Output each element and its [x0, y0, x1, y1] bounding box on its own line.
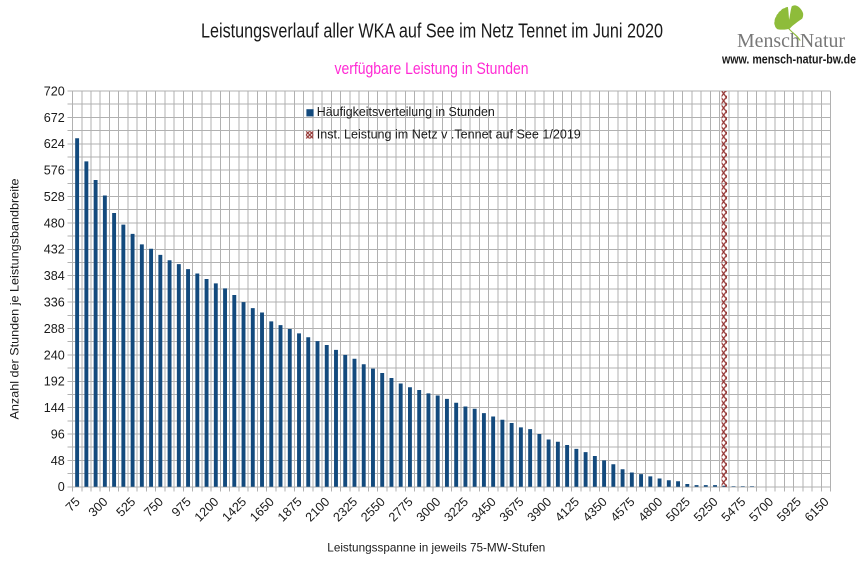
- svg-text:Inst. Leistung im Netz v .Tenn: Inst. Leistung im Netz v .Tennet auf See…: [317, 127, 581, 142]
- svg-text:432: 432: [44, 243, 65, 257]
- svg-text:300: 300: [86, 495, 111, 520]
- svg-text:75: 75: [63, 495, 83, 515]
- svg-text:MenschNatur: MenschNatur: [737, 31, 846, 52]
- svg-text:1425: 1425: [220, 495, 250, 525]
- svg-text:4575: 4575: [608, 495, 638, 525]
- svg-text:4125: 4125: [552, 495, 582, 525]
- svg-text:720: 720: [44, 84, 65, 98]
- svg-text:96: 96: [51, 427, 65, 441]
- svg-text:2775: 2775: [386, 495, 416, 525]
- svg-text:4350: 4350: [580, 495, 610, 525]
- svg-text:Leistungsspanne in jeweils 75-: Leistungsspanne in jeweils 75-MW-Stufen: [327, 541, 545, 555]
- svg-text:0: 0: [58, 480, 65, 494]
- svg-text:336: 336: [44, 295, 65, 309]
- svg-text:2550: 2550: [358, 495, 388, 525]
- svg-text:192: 192: [44, 375, 65, 389]
- svg-text:528: 528: [44, 190, 65, 204]
- svg-text:3225: 3225: [441, 495, 471, 525]
- svg-text:624: 624: [44, 137, 65, 151]
- svg-text:4800: 4800: [636, 495, 666, 525]
- svg-text:5475: 5475: [719, 495, 749, 525]
- svg-text:480: 480: [44, 216, 65, 230]
- svg-text:2325: 2325: [330, 495, 360, 525]
- svg-text:240: 240: [44, 348, 65, 362]
- svg-text:3675: 3675: [497, 495, 527, 525]
- svg-text:672: 672: [44, 111, 65, 125]
- svg-text:3000: 3000: [414, 495, 444, 525]
- svg-text:144: 144: [44, 401, 65, 415]
- svg-text:Leistungsverlauf aller WKA auf: Leistungsverlauf aller WKA auf See im Ne…: [201, 20, 663, 42]
- svg-text:5025: 5025: [663, 495, 693, 525]
- svg-text:288: 288: [44, 322, 65, 336]
- svg-text:Häufigkeitsverteilung in Stund: Häufigkeitsverteilung in Stunden: [317, 104, 495, 119]
- svg-text:3900: 3900: [525, 495, 555, 525]
- svg-text:5250: 5250: [691, 495, 721, 525]
- svg-text:www. mensch-natur-bw.de: www. mensch-natur-bw.de: [721, 53, 856, 67]
- svg-text:5925: 5925: [774, 495, 804, 525]
- svg-text:Anzahl der Stunden je Leistung: Anzahl der Stunden je Leistungsbandbreit…: [8, 178, 22, 419]
- svg-text:576: 576: [44, 164, 65, 178]
- svg-text:525: 525: [114, 495, 139, 520]
- svg-text:750: 750: [141, 495, 166, 520]
- svg-text:5700: 5700: [747, 495, 777, 525]
- svg-text:6150: 6150: [802, 495, 832, 525]
- svg-text:48: 48: [51, 454, 65, 468]
- svg-text:1650: 1650: [247, 495, 277, 525]
- svg-text:975: 975: [169, 495, 194, 520]
- svg-text:verfügbare Leistung in Stunden: verfügbare Leistung in Stunden: [335, 60, 529, 78]
- svg-text:384: 384: [44, 269, 65, 283]
- svg-text:3450: 3450: [469, 495, 499, 525]
- svg-text:1875: 1875: [275, 495, 305, 525]
- svg-text:2100: 2100: [303, 495, 333, 525]
- svg-text:1200: 1200: [192, 495, 222, 525]
